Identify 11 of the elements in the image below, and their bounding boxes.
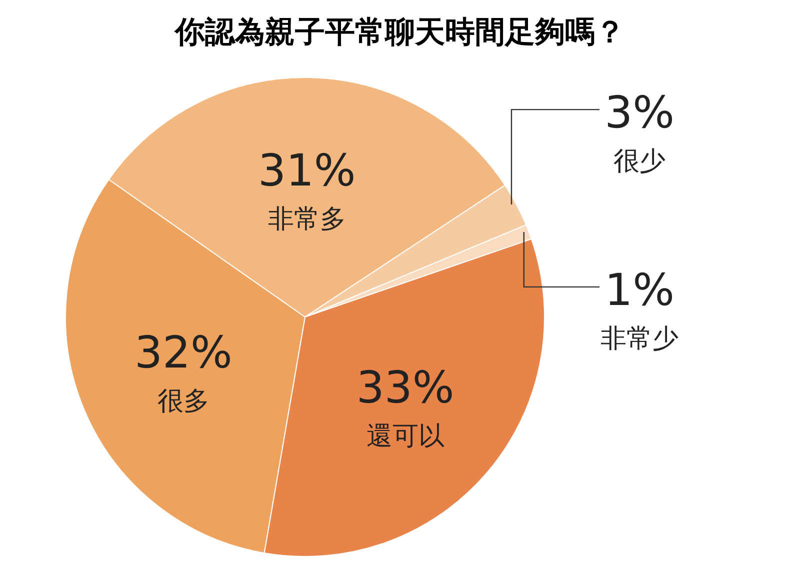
chart-title: 你認為親子平常聊天時間足夠嗎？	[173, 14, 626, 52]
slice-label: 很多	[157, 386, 210, 417]
data-label: 1%	[604, 264, 674, 316]
data-label: 32%	[134, 328, 232, 379]
slice-label: 非常少	[600, 324, 678, 354]
data-label: 33%	[356, 362, 454, 414]
data-label: 3%	[604, 88, 674, 139]
data-label: 31%	[258, 145, 356, 196]
slice-label: 還可以	[366, 421, 444, 452]
slice-label: 很少	[614, 146, 666, 177]
slice-label: 非常多	[268, 204, 346, 234]
